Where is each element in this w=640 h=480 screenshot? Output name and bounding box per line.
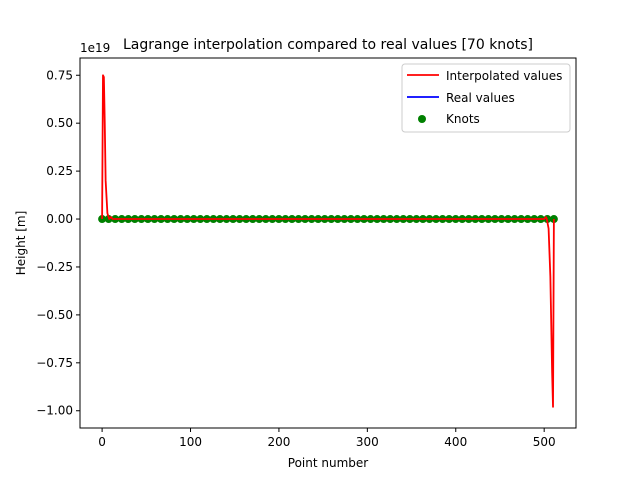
legend-swatch-knots bbox=[418, 115, 426, 123]
plot-frame bbox=[79, 57, 577, 429]
legend-box bbox=[401, 63, 571, 133]
y-tick-label: 0.25 bbox=[46, 164, 73, 178]
x-tick-label: 300 bbox=[356, 435, 379, 449]
chart-title: Lagrange interpolation compared to real … bbox=[123, 37, 533, 53]
legend-label-interpolated: Interpolated values bbox=[446, 69, 562, 83]
ticks-layer: 0 100 200 300 400 500 −1.00 −0.75 −0.50 −0.25 0.00… bbox=[36, 68, 555, 449]
legend: Interpolated values Real values Knots bbox=[401, 63, 571, 133]
y-tick-label: −0.75 bbox=[36, 356, 73, 370]
y-axis-label: Height [m] bbox=[14, 211, 28, 276]
y-tick-label: −1.00 bbox=[36, 404, 73, 418]
x-tick-label: 0 bbox=[98, 435, 106, 449]
y-tick-label: 0.75 bbox=[46, 68, 73, 82]
series-interpolated-line bbox=[101, 74, 555, 408]
x-axis-label: Point number bbox=[288, 456, 369, 470]
legend-label-real: Real values bbox=[446, 91, 515, 105]
x-tick-label: 400 bbox=[444, 435, 467, 449]
plot-layer bbox=[98, 74, 558, 408]
y-tick-label: −0.50 bbox=[36, 308, 73, 322]
legend-label-knots: Knots bbox=[446, 112, 480, 126]
y-tick-label: 0.50 bbox=[46, 116, 73, 130]
x-tick-label: 500 bbox=[533, 435, 556, 449]
x-tick-label: 100 bbox=[179, 435, 202, 449]
y-offset-text: 1e19 bbox=[80, 41, 110, 55]
x-tick-label: 200 bbox=[267, 435, 290, 449]
y-tick-label: 0.00 bbox=[46, 212, 73, 226]
y-tick-label: −0.25 bbox=[36, 260, 73, 274]
